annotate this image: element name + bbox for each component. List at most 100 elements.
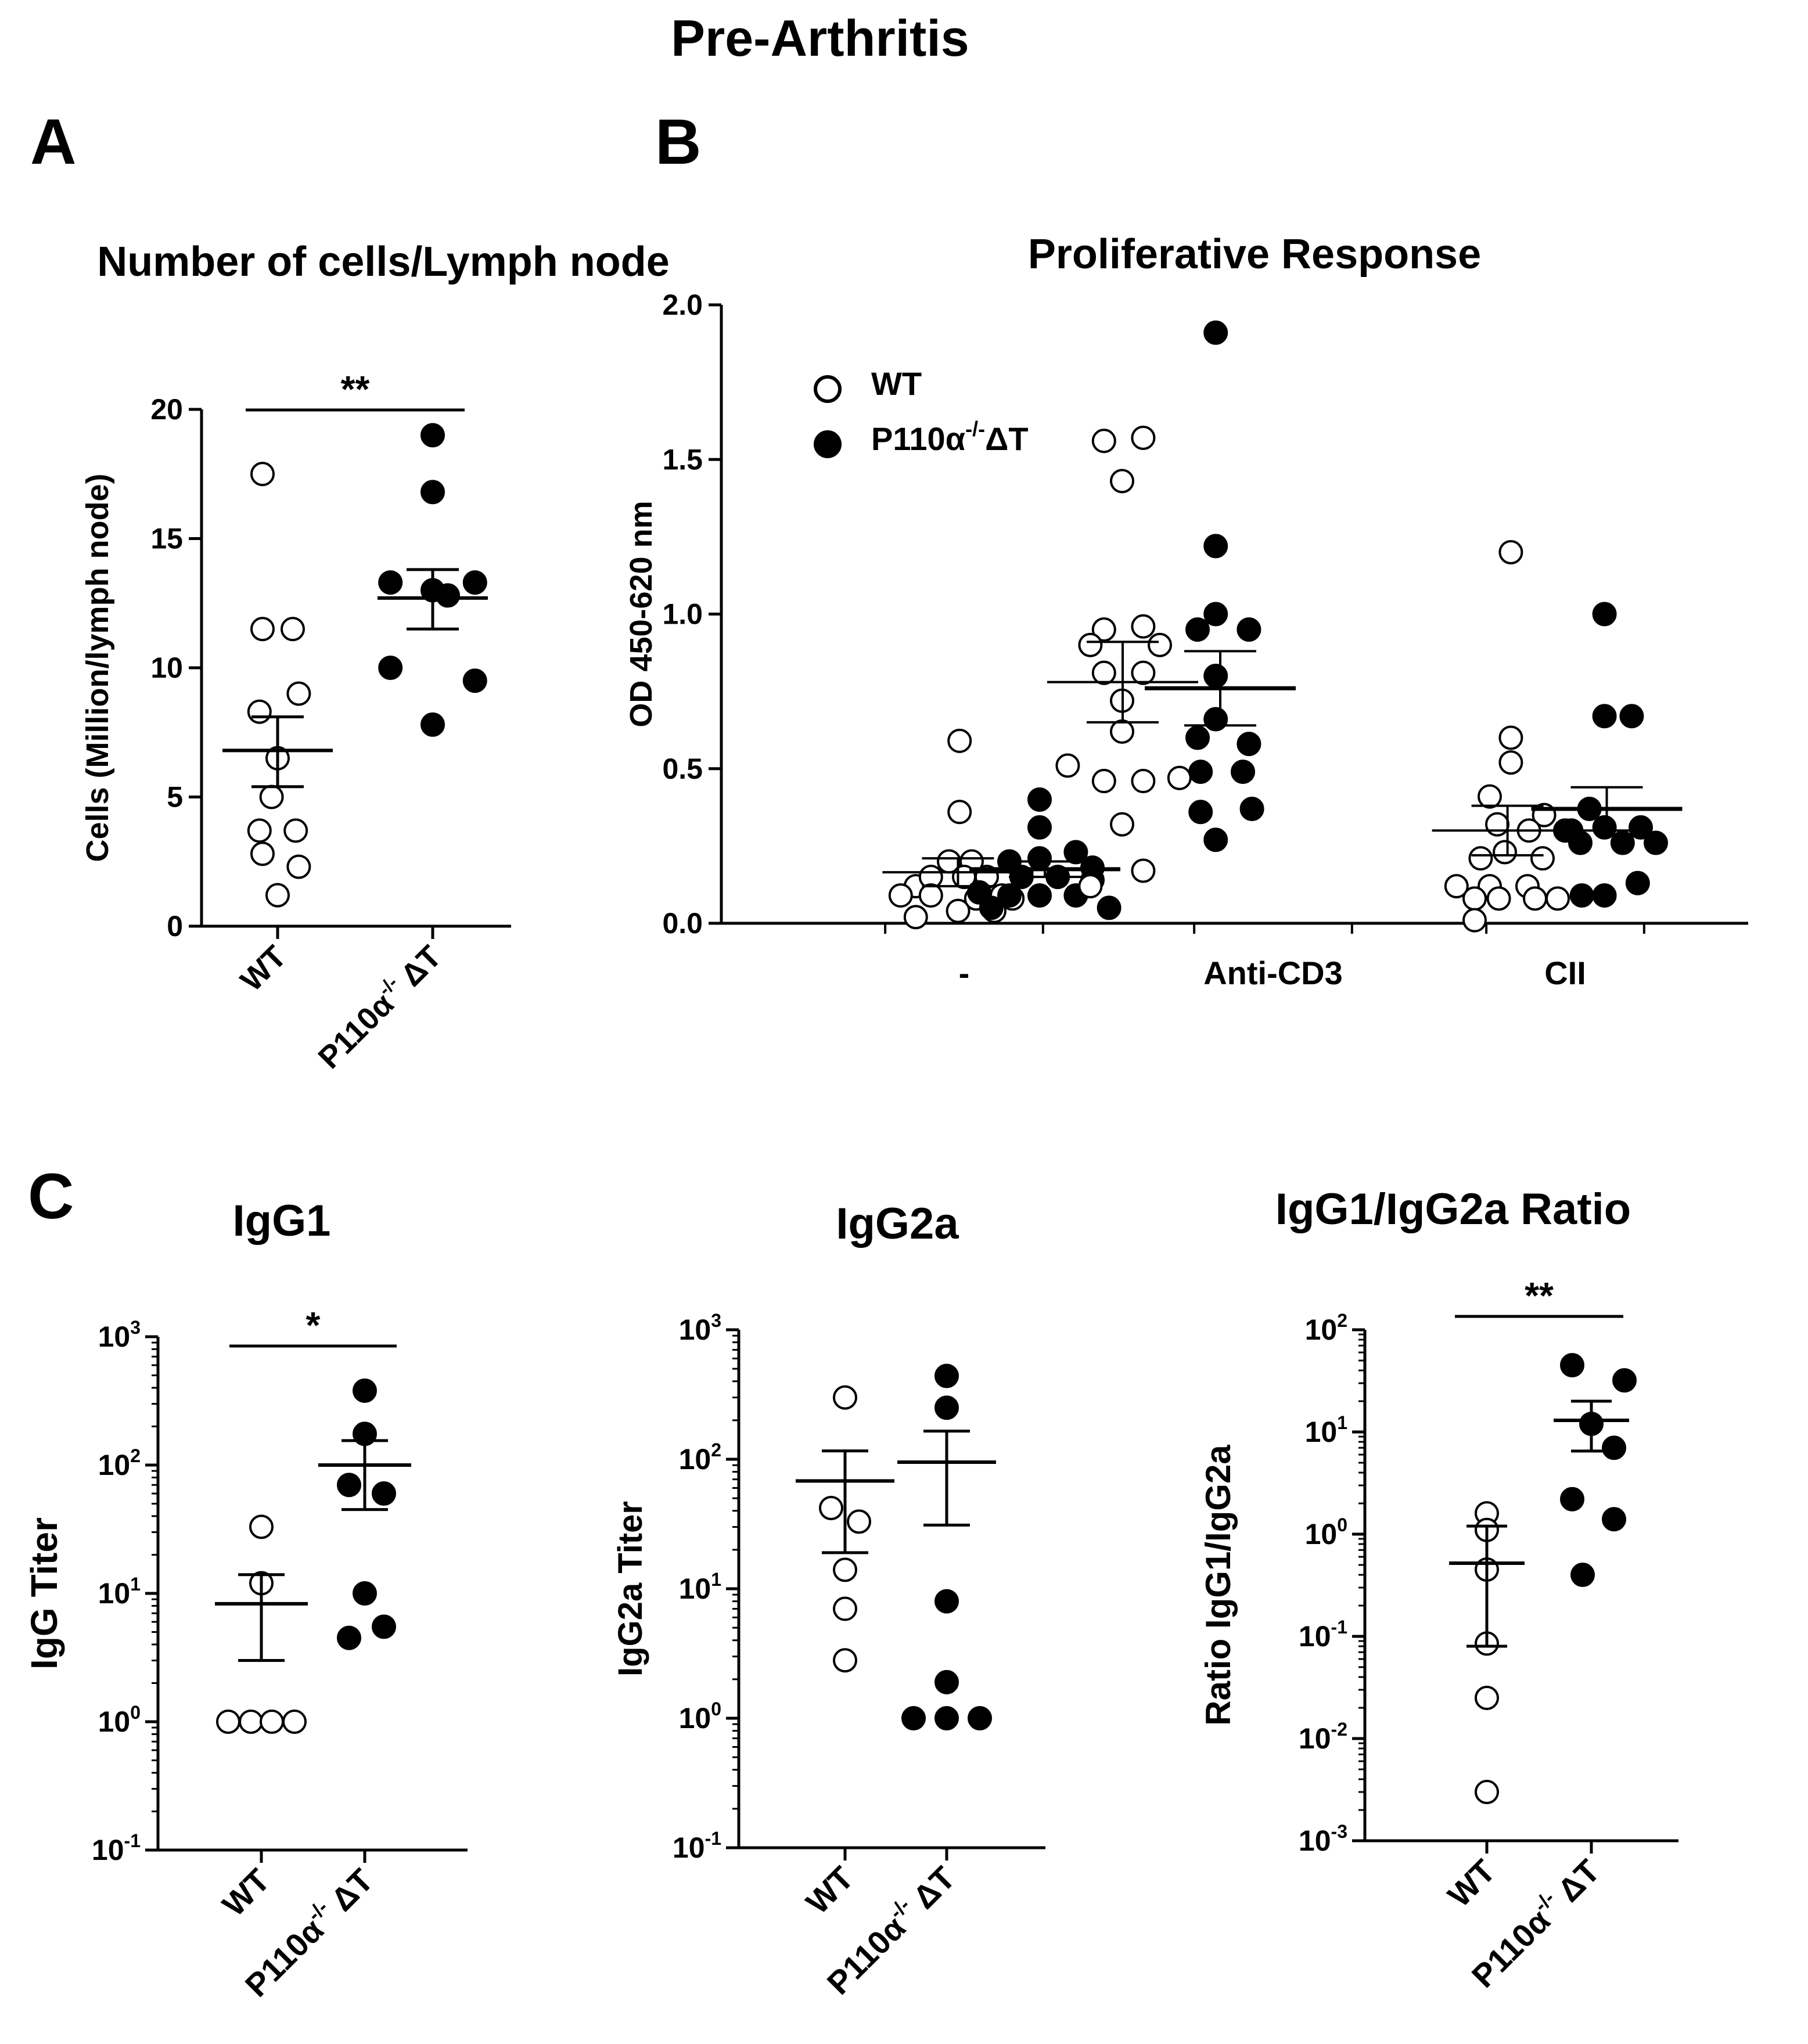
data-point-wt <box>265 883 290 908</box>
data-point-ko <box>1203 602 1228 627</box>
y-tick-label: 10-2 <box>1299 1719 1347 1755</box>
data-point-wt <box>286 681 311 706</box>
data-point-ko <box>1027 846 1052 871</box>
data-point-ko <box>1231 760 1255 785</box>
y-tick-label: 100 <box>1305 1514 1347 1550</box>
data-point-ko <box>1203 827 1228 852</box>
y-tick-label: 10-3 <box>1299 1821 1347 1857</box>
data-point-ko <box>462 570 487 595</box>
data-point-wt <box>833 1385 857 1410</box>
y-axis-label: Cells (Million/lymph node) <box>80 473 115 862</box>
data-point-ko <box>372 1481 396 1506</box>
data-point-wt <box>1110 719 1134 744</box>
data-point-wt <box>1462 908 1487 933</box>
data-point-wt <box>1131 614 1156 639</box>
data-point-ko <box>337 1625 361 1650</box>
data-point-wt <box>918 883 943 908</box>
data-point-ko <box>1239 796 1264 821</box>
data-point-ko <box>1185 617 1210 642</box>
y-tick-label: 20 <box>150 393 183 426</box>
x-tick-label: P110α-/- ΔT <box>310 937 448 1076</box>
data-point-ko <box>337 1473 361 1498</box>
data-point-wt <box>1110 469 1134 494</box>
data-point-ko <box>1027 883 1052 908</box>
y-tick-label: 101 <box>98 1574 141 1610</box>
y-tick-label: 10-1 <box>92 1830 141 1866</box>
data-point-wt <box>247 699 272 724</box>
data-point-ko <box>1203 707 1228 732</box>
data-point-wt <box>833 1557 857 1582</box>
data-point-wt <box>1091 429 1116 454</box>
x-tick-label: WT <box>234 939 293 998</box>
y-tick-label: 15 <box>150 523 183 555</box>
data-point-wt <box>1530 846 1555 871</box>
data-point-wt <box>1468 846 1493 871</box>
y-tick-label: 100 <box>679 1698 721 1734</box>
data-point-wt <box>1131 769 1156 794</box>
data-point-ko <box>1185 725 1210 750</box>
data-point-wt <box>1498 725 1523 750</box>
data-point-ko <box>1612 1368 1637 1393</box>
significance-marker: ** <box>1525 1275 1554 1316</box>
y-tick-label: 102 <box>679 1440 721 1476</box>
data-point-wt <box>1523 886 1547 911</box>
data-point-ko <box>934 1669 959 1694</box>
data-point-wt <box>250 841 275 866</box>
y-tick-label: 2.0 <box>662 289 703 321</box>
data-point-ko <box>1027 815 1052 840</box>
chart-title: IgG1/IgG2a Ratio <box>1275 1185 1631 1234</box>
data-point-wt <box>1475 1685 1499 1710</box>
significance-marker: * <box>306 1304 321 1346</box>
data-point-ko <box>1610 830 1635 855</box>
chart-a: Number of cells/Lymph node Cells (Million… <box>80 239 670 1075</box>
data-point-wt <box>281 617 305 642</box>
panel-label-c: C <box>28 1161 74 1232</box>
data-point-ko <box>1570 1563 1595 1588</box>
data-point-wt <box>833 1596 857 1621</box>
chart-b: Proliferative Response OD 450-620 nm 0.0 0.… <box>624 231 1748 991</box>
data-point-wt <box>1078 874 1103 899</box>
y-tick-label: 103 <box>679 1310 721 1346</box>
data-point-ko <box>1602 1507 1626 1532</box>
data-point-ko <box>420 423 445 448</box>
data-point-ko <box>1188 800 1213 825</box>
data-point-ko <box>420 712 445 737</box>
data-point-ko <box>378 656 403 680</box>
data-point-wt <box>282 1710 307 1734</box>
legend-label: P110α-/-ΔT <box>871 417 1029 457</box>
x-category-label: CII <box>1544 955 1586 991</box>
data-point-wt <box>1131 858 1156 883</box>
data-point-ko <box>1237 732 1261 757</box>
x-tick-label: WT <box>1440 1852 1502 1914</box>
y-tick-label: 1.0 <box>662 598 703 631</box>
data-point-ko <box>1569 883 1594 908</box>
data-point-ko <box>1560 1487 1584 1512</box>
chart-title: Proliferative Response <box>1028 231 1481 278</box>
data-point-ko <box>901 1706 926 1730</box>
data-point-wt <box>286 854 311 879</box>
data-point-wt <box>249 1514 274 1539</box>
data-point-wt <box>1498 540 1523 564</box>
data-point-wt <box>1110 812 1134 837</box>
data-point-wt <box>1167 765 1192 790</box>
data-point-ko <box>462 668 487 693</box>
data-point-ko <box>353 1581 377 1606</box>
data-point-ko <box>420 480 445 505</box>
data-point-wt <box>1055 753 1080 778</box>
data-point-ko <box>968 1706 992 1730</box>
data-point-wt <box>239 1710 263 1734</box>
data-point-wt <box>1493 840 1517 865</box>
data-point-wt <box>1078 632 1103 657</box>
y-tick-label: 102 <box>1305 1310 1347 1346</box>
data-point-wt <box>947 800 972 825</box>
data-point-ko <box>934 1363 959 1388</box>
data-point-ko <box>1619 704 1644 729</box>
legend-marker-wt <box>814 375 842 403</box>
data-point-wt <box>819 1496 843 1521</box>
data-point-ko <box>1203 534 1228 559</box>
data-point-wt <box>946 898 971 923</box>
data-point-wt <box>833 1648 857 1673</box>
data-point-wt <box>247 818 272 843</box>
